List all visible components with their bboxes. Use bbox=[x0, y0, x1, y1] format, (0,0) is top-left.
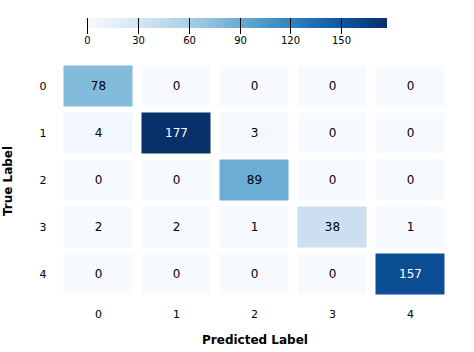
svg-text:0: 0 bbox=[407, 173, 415, 187]
svg-text:2: 2 bbox=[95, 220, 103, 234]
svg-text:3: 3 bbox=[329, 308, 336, 321]
svg-text:0: 0 bbox=[95, 308, 102, 321]
svg-text:38: 38 bbox=[325, 220, 340, 234]
svg-text:0: 0 bbox=[251, 79, 259, 93]
svg-text:157: 157 bbox=[399, 267, 422, 281]
svg-text:0: 0 bbox=[40, 80, 47, 93]
svg-text:0: 0 bbox=[173, 267, 181, 281]
svg-text:30: 30 bbox=[132, 35, 145, 46]
svg-text:150: 150 bbox=[332, 35, 351, 46]
svg-text:0: 0 bbox=[329, 126, 337, 140]
svg-text:0: 0 bbox=[173, 173, 181, 187]
svg-text:3: 3 bbox=[40, 221, 47, 234]
svg-text:90: 90 bbox=[234, 35, 247, 46]
svg-text:0: 0 bbox=[407, 126, 415, 140]
svg-text:0: 0 bbox=[95, 173, 103, 187]
svg-text:0: 0 bbox=[251, 267, 259, 281]
svg-text:1: 1 bbox=[173, 308, 180, 321]
svg-text:120: 120 bbox=[281, 35, 300, 46]
svg-text:60: 60 bbox=[183, 35, 196, 46]
svg-text:0: 0 bbox=[407, 79, 415, 93]
svg-text:2: 2 bbox=[40, 174, 47, 187]
svg-text:True Label: True Label bbox=[1, 146, 15, 216]
svg-text:0: 0 bbox=[329, 267, 337, 281]
svg-text:0: 0 bbox=[173, 79, 181, 93]
svg-text:0: 0 bbox=[329, 173, 337, 187]
svg-text:4: 4 bbox=[95, 126, 103, 140]
svg-text:2: 2 bbox=[173, 220, 181, 234]
svg-text:3: 3 bbox=[251, 126, 259, 140]
svg-text:4: 4 bbox=[407, 308, 414, 321]
svg-text:2: 2 bbox=[251, 308, 258, 321]
svg-text:1: 1 bbox=[251, 220, 259, 234]
svg-text:0: 0 bbox=[84, 35, 90, 46]
svg-text:89: 89 bbox=[247, 173, 262, 187]
svg-text:4: 4 bbox=[40, 268, 47, 281]
svg-text:177: 177 bbox=[165, 126, 188, 140]
svg-text:78: 78 bbox=[91, 79, 106, 93]
svg-text:1: 1 bbox=[407, 220, 415, 234]
svg-text:1: 1 bbox=[40, 127, 47, 140]
svg-text:0: 0 bbox=[329, 79, 337, 93]
svg-text:0: 0 bbox=[95, 267, 103, 281]
svg-text:Predicted Label: Predicted Label bbox=[202, 333, 308, 347]
